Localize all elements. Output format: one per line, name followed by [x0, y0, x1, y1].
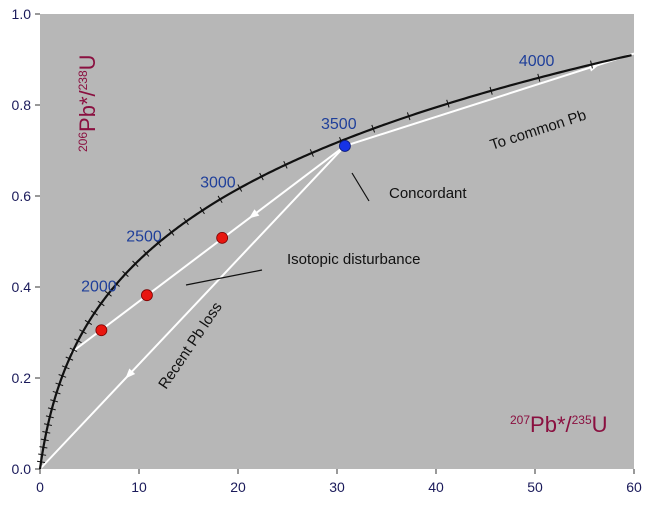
x-tick-label: 10 — [131, 479, 147, 495]
concordia-age-tick — [537, 73, 541, 82]
y-axis-title-part2: U — [75, 54, 100, 70]
common-pb-line — [344, 52, 635, 147]
y-tick-label: 0.0 — [12, 461, 32, 477]
x-tick-label: 60 — [626, 479, 642, 495]
concordia-age-tick — [52, 390, 61, 395]
concordia-age-tick — [55, 382, 64, 387]
y-axis-title-sup1: 206 — [76, 132, 90, 152]
concordia-age-tick — [113, 280, 120, 287]
x-tick-label: 50 — [527, 479, 543, 495]
common-pb-arrow — [588, 63, 600, 72]
y-axis-title: 206Pb*/238U — [75, 54, 100, 152]
concordia-age-tick — [590, 60, 593, 69]
concordia-age-tick — [61, 365, 70, 370]
recent-pb-loss-arrow — [125, 368, 136, 379]
annotation-isotopic-disturbance: Isotopic disturbance — [287, 251, 420, 268]
concordia-age-tick — [38, 453, 47, 456]
concordia-age-tick — [259, 172, 264, 181]
y-tick-label: 0.6 — [12, 188, 32, 204]
concordia-age-tick — [489, 86, 493, 95]
plot-background — [40, 14, 634, 469]
concordia-age-tick — [36, 460, 46, 463]
x-axis-title: 207Pb*/235U — [510, 412, 608, 437]
concordia-age-tick — [97, 300, 105, 307]
concordia-age-tick — [217, 195, 223, 204]
concordant-point — [339, 140, 351, 152]
concordia-age-tick — [74, 338, 82, 344]
discordia-arrow — [248, 209, 260, 219]
x-axis-title-part2: U — [592, 412, 608, 437]
concordia-age-tick — [143, 250, 150, 257]
discordant-point — [141, 289, 153, 302]
concordia-age-tick — [40, 438, 49, 442]
concordia-age-tick — [104, 290, 112, 297]
concordia-age-tick — [199, 206, 205, 215]
y-axis-title-sup2: 238 — [76, 70, 90, 90]
concordia-age-label: 2500 — [126, 228, 162, 245]
concordia-age-tick — [58, 374, 67, 378]
concordia-age-label: 3500 — [321, 116, 357, 133]
annotation-concordant: Concordant — [389, 185, 467, 202]
x-tick-label: 20 — [230, 479, 246, 495]
x-axis-title-sup2: 235 — [572, 413, 592, 427]
recent-pb-loss-line — [39, 145, 346, 470]
concordia-age-tick — [39, 446, 48, 449]
concordia-age-label: 3000 — [200, 174, 236, 191]
concordia-age-tick — [69, 347, 78, 352]
discordia-line — [70, 145, 346, 354]
concordia-age-tick — [122, 270, 129, 278]
concordia-age-tick — [47, 407, 56, 411]
concordia-age-tick — [155, 239, 162, 247]
concordia-age-tick — [283, 161, 288, 169]
concordia-age-tick — [446, 99, 450, 108]
concordia-age-tick — [371, 124, 376, 133]
concordia-age-tick — [237, 184, 243, 192]
concordia-age-tick — [42, 430, 51, 434]
concordia-age-tick — [84, 319, 93, 325]
x-tick-label: 0 — [36, 479, 44, 495]
isotopic-disturbance-pointer — [185, 269, 263, 286]
concordia-age-tick — [406, 112, 411, 121]
concordia-age-tick — [79, 329, 87, 335]
concordia-age-tick — [45, 415, 54, 419]
concordia-age-tick — [309, 149, 314, 157]
concordant-pointer — [351, 172, 370, 202]
concordia-age-tick — [65, 356, 74, 361]
concordia-age-tick — [90, 310, 99, 316]
y-tick-label: 0.8 — [12, 97, 32, 113]
x-tick-label: 30 — [329, 479, 345, 495]
y-axis-title-part1: Pb*/ — [75, 89, 100, 131]
y-tick-label: 0.4 — [12, 279, 32, 295]
concordia-age-tick — [43, 423, 52, 426]
concordia-age-tick — [168, 228, 175, 236]
x-axis-title-sup1: 207 — [510, 413, 530, 427]
concordia-age-tick — [183, 217, 189, 226]
x-axis-title-part1: Pb*/ — [530, 412, 572, 437]
concordia-age-tick — [132, 260, 139, 267]
concordia-age-label: 4000 — [519, 53, 555, 70]
y-tick-label: 1.0 — [12, 6, 32, 22]
discordant-point — [95, 324, 108, 337]
concordia-age-tick — [50, 399, 59, 403]
x-tick-label: 40 — [428, 479, 444, 495]
discordant-point — [216, 231, 229, 244]
y-tick-label: 0.2 — [12, 370, 32, 386]
concordia-age-label: 2000 — [81, 278, 117, 295]
